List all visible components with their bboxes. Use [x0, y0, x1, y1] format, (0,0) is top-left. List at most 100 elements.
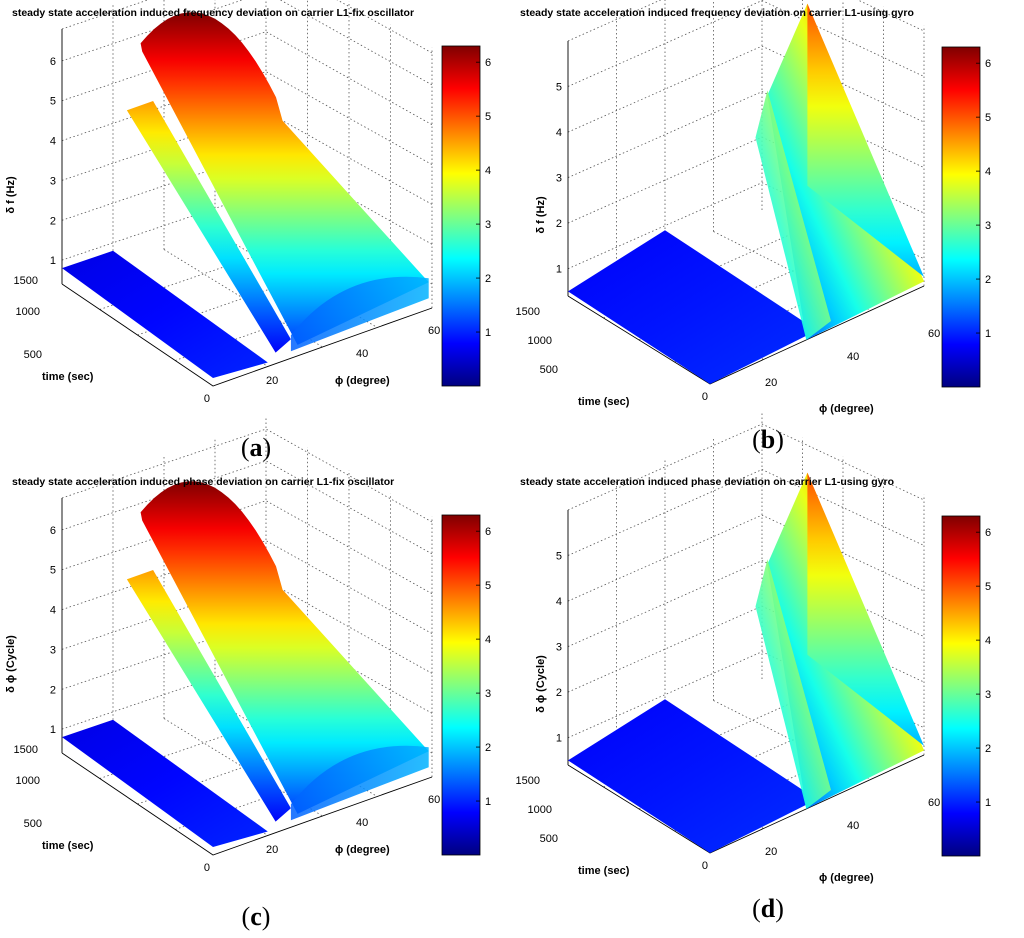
colorbar-tick-label: 5	[985, 581, 991, 593]
colorbar-tick-label: 2	[485, 742, 491, 754]
colorbar-tick-label: 1	[485, 327, 491, 339]
y-tick-label: 0	[204, 393, 210, 405]
x-axis-label: ϕ (degree)	[819, 403, 874, 415]
y-tick-label: 1500	[516, 775, 540, 787]
y-axis-label: time (sec)	[42, 371, 94, 383]
surface-ridge	[126, 101, 291, 353]
z-tick-label: 2	[50, 215, 56, 227]
x-tick-label: 40	[356, 348, 368, 360]
colorbar-tick-label: 6	[485, 526, 491, 538]
z-tick-label: 3	[50, 175, 56, 187]
z-tick-label: 2	[50, 684, 56, 696]
z-tick-label: 4	[50, 605, 56, 617]
z-tick-label: 3	[556, 173, 562, 185]
surface-floor	[62, 250, 268, 378]
x-axis-label: ϕ (degree)	[819, 872, 874, 884]
x-tick-label: 60	[928, 328, 940, 340]
z-tick-label: 5	[556, 551, 562, 563]
z-axis-label: δ f (Hz)	[5, 176, 17, 214]
z-axis-label: δ ϕ (Cycle)	[5, 635, 17, 693]
z-tick-label: 5	[556, 82, 562, 94]
chart-title: steady state acceleration induced freque…	[520, 7, 914, 19]
y-tick-label: 1000	[16, 775, 40, 787]
z-tick-label: 4	[556, 596, 562, 608]
colorbar-tick-label: 4	[985, 166, 991, 178]
z-axis-label: δ f (Hz)	[535, 196, 547, 234]
z-tick-label: 5	[50, 565, 56, 577]
z-tick-label: 6	[50, 56, 56, 68]
y-axis-label: time (sec)	[578, 865, 630, 877]
y-tick-label: 1000	[16, 306, 40, 318]
x-axis-label: ϕ (degree)	[335, 844, 390, 856]
chart-a: steady state acceleration induced freque…	[5, 0, 491, 462]
surface-floor	[568, 230, 817, 384]
colorbar-tick-label: 5	[485, 580, 491, 592]
y-tick-label: 1500	[516, 306, 540, 318]
colorbar-tick-label: 4	[985, 635, 991, 647]
colorbar-tick-label: 5	[485, 111, 491, 123]
colorbar-tick-label: 2	[485, 273, 491, 285]
axes	[61, 498, 433, 856]
y-tick-label: 500	[540, 364, 558, 376]
panel-b: steady state acceleration induced freque…	[512, 0, 1024, 469]
y-tick-label: 500	[540, 833, 558, 845]
y-tick-label: 1000	[528, 804, 552, 816]
x-tick-label: 40	[847, 820, 859, 832]
z-tick-label: 4	[556, 127, 562, 139]
chart-title: steady state acceleration induced phase …	[520, 476, 894, 488]
colorbar-tick-label: 6	[985, 527, 991, 539]
surface-front	[290, 745, 429, 821]
colorbar-tick-label: 4	[485, 165, 491, 177]
z-tick-label: 1	[556, 733, 562, 745]
y-axis-label: time (sec)	[42, 840, 94, 852]
surface-highlight	[755, 559, 831, 809]
x-tick-label: 20	[266, 375, 278, 387]
surface	[568, 3, 924, 384]
colorbar	[941, 515, 981, 857]
z-axis-label: δ ϕ (Cycle)	[535, 655, 547, 713]
colorbar	[441, 45, 481, 387]
panel-d: steady state acceleration induced phase …	[512, 411, 1024, 938]
z-tick-label: 1	[50, 724, 56, 736]
y-tick-label: 500	[24, 818, 42, 830]
y-tick-label: 1500	[14, 744, 38, 756]
surface	[568, 472, 924, 853]
x-tick-label: 60	[928, 797, 940, 809]
colorbar-tick-label: 6	[985, 58, 991, 70]
x-tick-label: 20	[266, 844, 278, 856]
colorbar-tick-label: 2	[985, 274, 991, 286]
y-tick-label: 500	[24, 349, 42, 361]
x-tick-label: 40	[356, 817, 368, 829]
x-tick-label: 20	[765, 846, 777, 858]
y-tick-label: 1000	[528, 335, 552, 347]
x-tick-label: 60	[428, 325, 440, 337]
colorbar-tick-label: 1	[985, 797, 991, 809]
chart-title: steady state acceleration induced freque…	[12, 7, 414, 19]
colorbar	[441, 514, 481, 856]
z-tick-label: 2	[556, 218, 562, 230]
z-tick-label: 3	[50, 644, 56, 656]
y-tick-label: 1500	[14, 275, 38, 287]
surface-front	[290, 276, 429, 352]
surface-highlight	[755, 90, 831, 340]
panel-label: (a)	[241, 433, 271, 462]
colorbar-tick-label: 4	[485, 634, 491, 646]
z-tick-label: 6	[50, 525, 56, 537]
y-axis-label: time (sec)	[578, 396, 630, 408]
chart-d: steady state acceleration induced phase …	[516, 411, 991, 923]
axes	[61, 29, 433, 387]
x-tick-label: 60	[428, 794, 440, 806]
z-tick-label: 5	[50, 96, 56, 108]
colorbar-tick-label: 5	[985, 112, 991, 124]
z-tick-label: 1	[556, 264, 562, 276]
panel-label: (c)	[242, 902, 271, 931]
surface-dome	[140, 12, 429, 345]
panel-a: steady state acceleration induced freque…	[0, 0, 512, 469]
colorbar-tick-label: 2	[985, 743, 991, 755]
colorbar-tick-label: 1	[485, 796, 491, 808]
panel-c: steady state acceleration induced phase …	[0, 416, 512, 938]
colorbar-tick-label: 6	[485, 57, 491, 69]
colorbar-tick-label: 1	[985, 328, 991, 340]
panel-label: (d)	[752, 894, 784, 923]
x-tick-label: 20	[765, 377, 777, 389]
